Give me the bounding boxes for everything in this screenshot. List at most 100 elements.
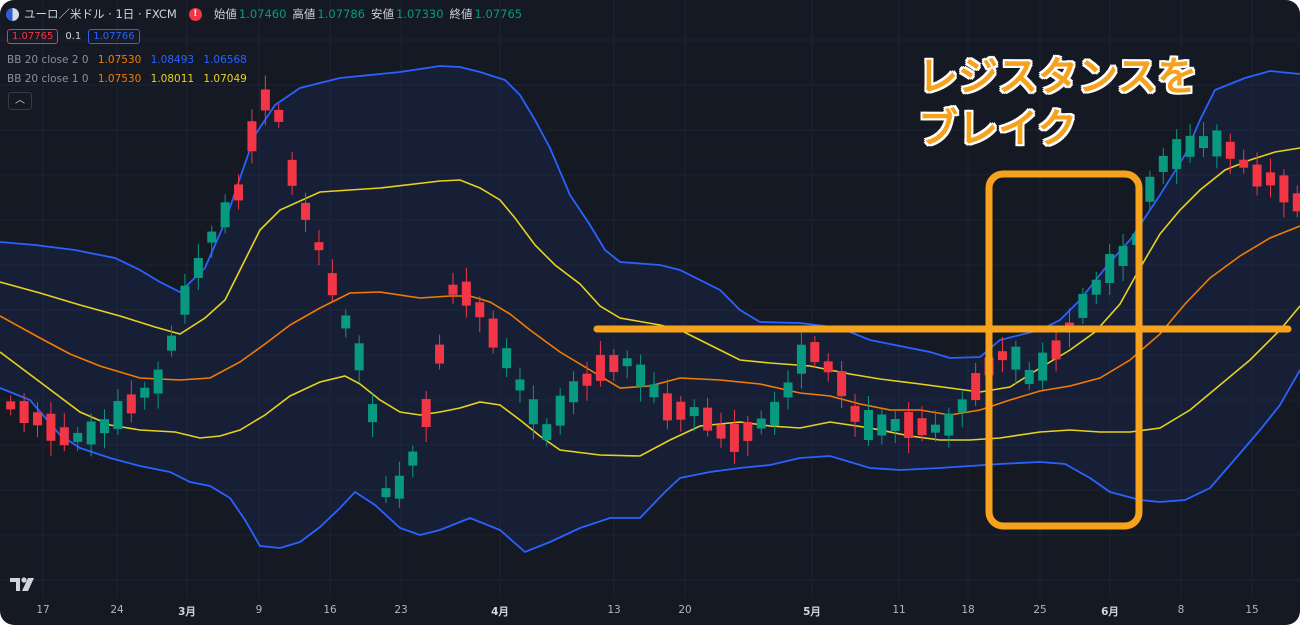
spread-value: 0.1 [65, 31, 82, 42]
candle-body [1024, 369, 1034, 384]
time-axis-label: 18 [961, 604, 975, 616]
candle-body [971, 373, 981, 401]
indicator-bb1[interactable]: BB 20 close 1 0 1.07530 1.08011 1.07049 [7, 73, 253, 85]
candle-body [59, 427, 69, 446]
close-value: 1.07765 [474, 7, 523, 21]
candle-body [582, 373, 592, 386]
annotation-line-2: ブレイク [918, 106, 1078, 152]
candle-body [528, 399, 538, 425]
time-axis-label: 20 [678, 604, 692, 616]
candle-body [837, 371, 847, 397]
time-axis-label: 25 [1033, 604, 1047, 616]
candle-body [676, 401, 686, 420]
candle-body [488, 318, 498, 348]
tradingview-logo-icon[interactable] [10, 575, 38, 593]
candle-body [716, 424, 726, 439]
candle-body [73, 432, 83, 442]
candle-body [662, 393, 672, 421]
time-axis-label: 15 [1245, 604, 1259, 616]
candle-body [220, 202, 230, 228]
candle-body [394, 475, 404, 499]
breakout-highlight-box [985, 170, 1143, 530]
candle-body [997, 351, 1007, 361]
candle-body [810, 342, 820, 363]
candle-body [823, 361, 833, 373]
candle-body [33, 412, 43, 426]
candle-body [944, 413, 954, 436]
candle-body [863, 410, 873, 440]
candle-body [193, 258, 203, 279]
candle-body [448, 284, 458, 295]
candle-body [1279, 175, 1289, 203]
candle-body [368, 404, 378, 423]
candle-body [461, 281, 471, 306]
candle-body [770, 401, 780, 426]
candle-body [555, 395, 565, 426]
candle-body [1292, 193, 1300, 212]
candle-body [689, 407, 699, 417]
bb2-band-fill [0, 66, 1300, 552]
candle-body [930, 424, 940, 433]
time-axis-label: 13 [607, 604, 621, 616]
candle-body [1118, 245, 1128, 266]
low-value: 1.07330 [395, 7, 444, 21]
indicator-lower: 1.06568 [203, 54, 247, 66]
candle-body [247, 121, 257, 152]
indicator-upper: 1.08493 [150, 54, 195, 66]
time-axis-label: 24 [110, 604, 124, 616]
alert-icon[interactable]: ! [188, 7, 202, 21]
candle-body [1051, 340, 1061, 360]
close-label: 終値 [449, 7, 473, 21]
collapse-legend-button[interactable]: ︿ [8, 92, 32, 110]
high-value: 1.07786 [317, 7, 365, 21]
candle-body [435, 344, 445, 364]
candle-body [877, 414, 887, 436]
symbol-title[interactable]: ユーロ／米ドル · 1日 · FXCM [24, 7, 177, 21]
candle-body [314, 242, 324, 251]
candle-body [904, 412, 914, 438]
bb1-upper-line [0, 147, 1300, 393]
time-axis-label: 3月 [178, 606, 196, 618]
candle-body [1225, 141, 1235, 159]
order-panel: 1.07765 0.1 1.07766 [7, 29, 140, 44]
candle-body [569, 381, 579, 403]
high-label: 高値 [292, 7, 316, 21]
candle-body [354, 343, 364, 371]
candle-body [140, 387, 150, 398]
indicator-basis: 1.07530 [97, 73, 142, 85]
candle-body [381, 488, 391, 498]
candle-body [1212, 130, 1222, 157]
buy-button[interactable]: 1.07766 [88, 29, 140, 44]
time-axis-label: 16 [323, 604, 337, 616]
annotation-text: レジスタンスを ブレイク [918, 51, 1197, 155]
candle-body [703, 407, 713, 431]
candle-body [1252, 164, 1262, 187]
candle-body [327, 273, 337, 296]
candle-body [301, 202, 311, 220]
candle-body [46, 413, 56, 441]
candle-body [153, 369, 163, 394]
candle-body [1265, 172, 1275, 186]
candle-body [636, 364, 646, 387]
candle-body [622, 358, 632, 367]
candle-body [100, 419, 110, 434]
annotation-line-1: レジスタンスを [918, 54, 1198, 100]
candle-body [234, 184, 244, 201]
candle-body [126, 394, 136, 414]
sell-button[interactable]: 1.07765 [7, 29, 59, 44]
candle-body [649, 384, 659, 398]
candle-body [1011, 346, 1021, 370]
candle-body [408, 451, 418, 466]
indicator-name: BB 20 close 1 0 [7, 73, 89, 85]
bb2-lower-line [0, 369, 1300, 554]
candle-body [1145, 176, 1155, 202]
candle-body [595, 354, 605, 381]
candle-body [1105, 253, 1115, 283]
indicator-bb2[interactable]: BB 20 close 2 0 1.07530 1.08493 1.06568 [7, 54, 253, 66]
candle-body [515, 379, 525, 391]
candle-body [756, 418, 766, 429]
candle-body [1172, 139, 1182, 170]
candle-body [850, 405, 860, 422]
